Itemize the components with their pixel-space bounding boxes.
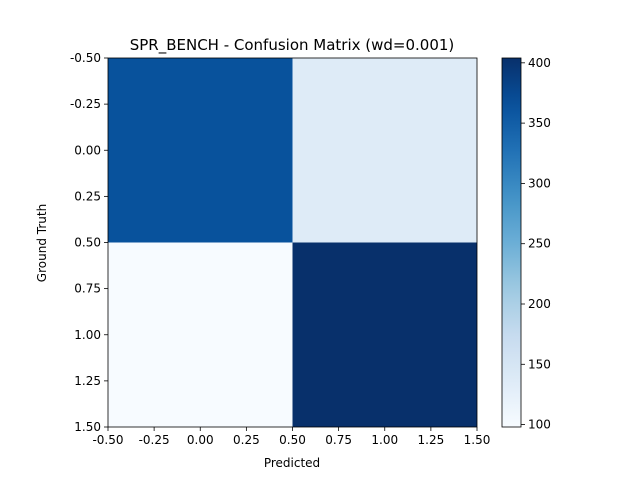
x-tick-label: 0.75 (325, 433, 352, 447)
x-axis-ticks: -0.50 -0.25 0.00 0.25 0.50 0.75 1.00 1.25 1.50 (92, 427, 490, 447)
x-tick-label: 1.25 (418, 433, 445, 447)
colorbar-tick-label: 250 (528, 237, 551, 251)
y-axis-label: Ground Truth (35, 204, 49, 282)
x-tick-label: 0.25 (233, 433, 260, 447)
y-tick-label: -0.50 (70, 51, 101, 65)
colorbar-tick-label: 300 (528, 176, 551, 190)
x-tick-label: 1.00 (371, 433, 398, 447)
colorbar-gradient (502, 58, 521, 427)
y-tick-label: 1.50 (74, 420, 101, 434)
x-axis-label: Predicted (264, 456, 320, 470)
y-tick-label: 1.00 (74, 328, 101, 342)
y-axis-ticks: -0.50 -0.25 0.00 0.25 0.50 0.75 1.00 1.25 1.50 (70, 51, 108, 434)
heatmap-cell-1-0 (108, 242, 293, 427)
colorbar-tick-label: 150 (528, 357, 551, 371)
x-tick-label: -0.25 (139, 433, 170, 447)
y-tick-label: 0.00 (74, 143, 101, 157)
y-tick-label: 0.25 (74, 189, 101, 203)
x-tick-label: 1.50 (464, 433, 491, 447)
colorbar-tick-label: 100 (528, 418, 551, 432)
y-tick-label: 1.25 (74, 374, 101, 388)
y-tick-label: 0.50 (74, 236, 101, 250)
colorbar-tick-label: 400 (528, 56, 551, 70)
chart-title: SPR_BENCH - Confusion Matrix (wd=0.001) (130, 36, 455, 55)
colorbar-tick-label: 200 (528, 297, 551, 311)
x-tick-label: 0.00 (187, 433, 214, 447)
y-tick-label: 0.75 (74, 282, 101, 296)
y-tick-label: -0.25 (70, 97, 101, 111)
x-tick-label: -0.50 (92, 433, 123, 447)
heatmap-cell-1-1 (292, 242, 477, 427)
heatmap-cell-0-1 (292, 58, 477, 243)
heatmap-cell-0-0 (108, 58, 293, 243)
colorbar-frame (501, 57, 522, 428)
colorbar: 100 150 200 250 300 350 400 (501, 56, 551, 432)
heatmap-plot-area (107, 57, 478, 428)
colorbar-tick-label: 350 (528, 116, 551, 130)
x-tick-label: 0.50 (279, 433, 306, 447)
